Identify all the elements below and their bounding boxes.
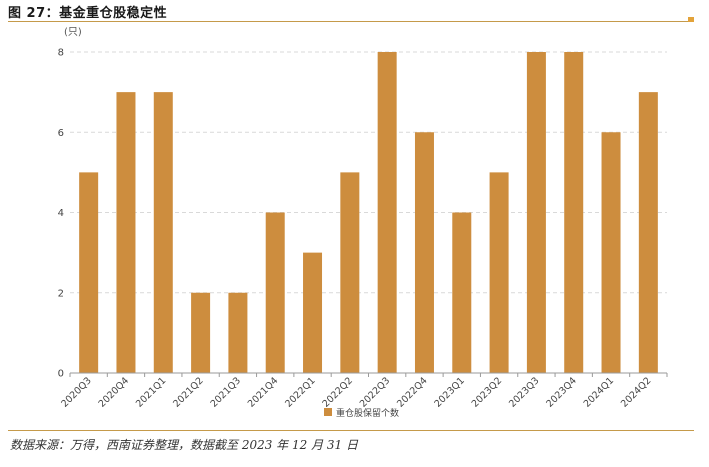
bar-chart: 0 2 4 6 8 2020Q3 2020Q4 2021Q1 2021Q2 2021Q3 2021Q… — [58, 27, 668, 419]
y-tick-label: 8 — [58, 48, 64, 59]
bar — [414, 132, 434, 373]
x-tick-label: 2023Q4 — [544, 375, 578, 409]
bar — [526, 52, 546, 373]
x-tick-label: 2022Q2 — [321, 375, 355, 409]
title-accent-mark — [688, 17, 694, 22]
bar — [265, 212, 285, 373]
bar — [489, 172, 509, 373]
bars — [79, 52, 658, 373]
bar — [303, 252, 323, 373]
x-tick-label: 2021Q1 — [134, 375, 168, 409]
bar — [79, 172, 99, 373]
legend-swatch — [324, 408, 332, 416]
y-tick-label: 6 — [58, 128, 64, 139]
legend-label: 重仓股保留个数 — [336, 407, 399, 419]
bar — [340, 172, 360, 373]
bar — [452, 212, 472, 373]
x-tick-label: 2023Q3 — [507, 375, 541, 409]
bar — [228, 292, 248, 373]
chart-legend: 重仓股保留个数 — [324, 407, 399, 419]
bar — [601, 132, 621, 373]
x-tick-label: 2021Q4 — [246, 375, 280, 409]
bar — [153, 92, 173, 373]
x-tick-label: 2024Q1 — [582, 375, 616, 409]
bar — [638, 92, 658, 373]
footer-divider — [8, 430, 694, 431]
y-tick-label: 4 — [58, 208, 64, 219]
x-tick-label: 2022Q1 — [283, 375, 317, 409]
x-tick-label: 2023Q2 — [470, 375, 504, 409]
x-tick-label: 2024Q2 — [619, 375, 653, 409]
source-note: 数据来源：万得，西南证券整理，数据截至 2023 年 12 月 31 日 — [10, 438, 358, 452]
y-tick-label: 2 — [58, 288, 64, 299]
figure-title: 图 27：基金重仓股稳定性 — [8, 6, 168, 21]
x-tick-label: 2022Q3 — [358, 375, 392, 409]
x-tick-label: 2023Q1 — [432, 375, 466, 409]
bar — [191, 292, 211, 373]
x-tick-label: 2021Q2 — [171, 375, 205, 409]
x-tick-label: 2022Q4 — [395, 375, 429, 409]
y-tick-label: 0 — [58, 369, 64, 380]
bar — [564, 52, 584, 373]
x-tick-label: 2020Q3 — [59, 375, 93, 409]
bar — [377, 52, 397, 373]
x-tick-label: 2021Q3 — [209, 375, 243, 409]
bar — [116, 92, 136, 373]
title-divider — [8, 21, 694, 22]
y-axis-unit-label: (只) — [64, 27, 82, 38]
x-tick-label: 2020Q4 — [97, 375, 131, 409]
